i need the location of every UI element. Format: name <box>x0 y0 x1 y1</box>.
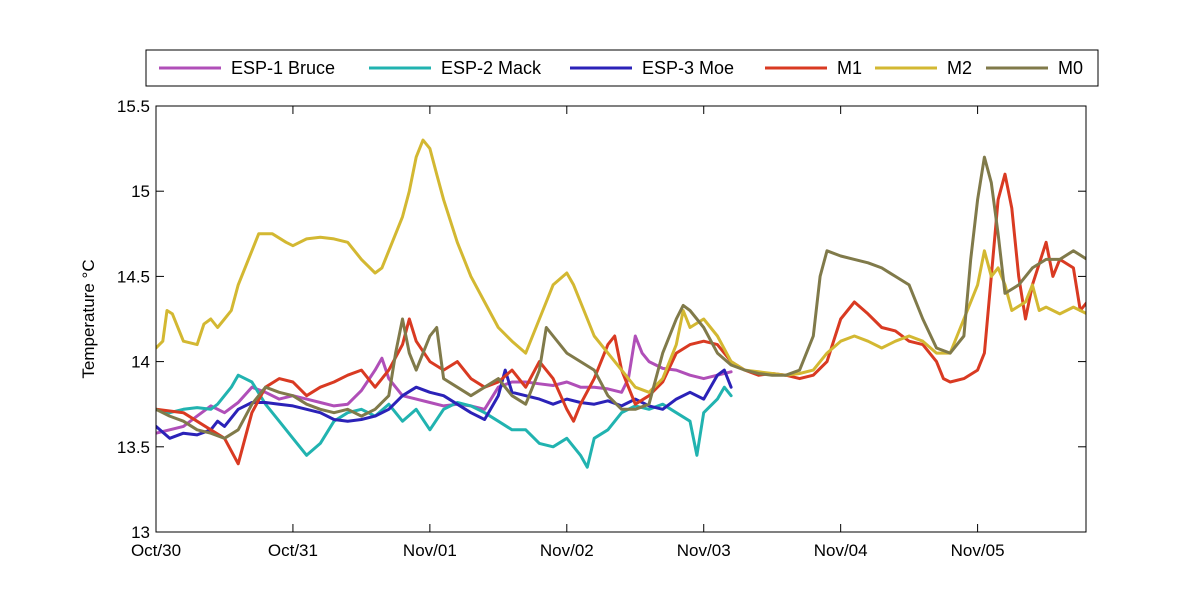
x-tick-label: Oct/30 <box>131 541 181 560</box>
legend-entry-label: ESP-2 Mack <box>441 58 542 78</box>
x-tick-label: Nov/04 <box>814 541 868 560</box>
y-tick-label: 14.5 <box>117 267 150 286</box>
x-tick-label: Oct/31 <box>268 541 318 560</box>
series-line-m2 <box>156 138 1086 394</box>
x-tick-label: Nov/01 <box>403 541 457 560</box>
legend-entry-label: M1 <box>837 58 862 78</box>
y-tick-label: 15.5 <box>117 97 150 116</box>
series-line-m0 <box>156 155 1086 440</box>
x-tick-label: Nov/02 <box>540 541 594 560</box>
series-line-m1 <box>156 172 1086 466</box>
y-tick-label: 15 <box>131 182 150 201</box>
series-line-esp-1-bruce <box>156 334 733 435</box>
plot-area-frame <box>155 105 1087 533</box>
y-tick-label: 13 <box>131 523 150 542</box>
series-line-esp-3-moe <box>156 368 733 440</box>
legend-entry-label: ESP-1 Bruce <box>231 58 335 78</box>
legend-entry-label: M0 <box>1058 58 1083 78</box>
axis-ticks: 13 13.5 14 14.5 15 15.5 Oct/30 Oct/31 Nov/01 Nov/… <box>117 97 1086 560</box>
y-axis-label: Temperature °C <box>79 259 98 378</box>
series-layer <box>156 138 1086 469</box>
legend-entry-label: ESP-3 Moe <box>642 58 734 78</box>
legend-entry-label: M2 <box>947 58 972 78</box>
y-tick-label: 13.5 <box>117 438 150 457</box>
x-tick-label: Nov/05 <box>951 541 1005 560</box>
x-tick-label: Nov/03 <box>677 541 731 560</box>
legend: ESP-1 Bruce ESP-2 Mack ESP-3 Moe M1 M2 M0 <box>145 49 1099 87</box>
y-tick-label: 14 <box>131 353 150 372</box>
